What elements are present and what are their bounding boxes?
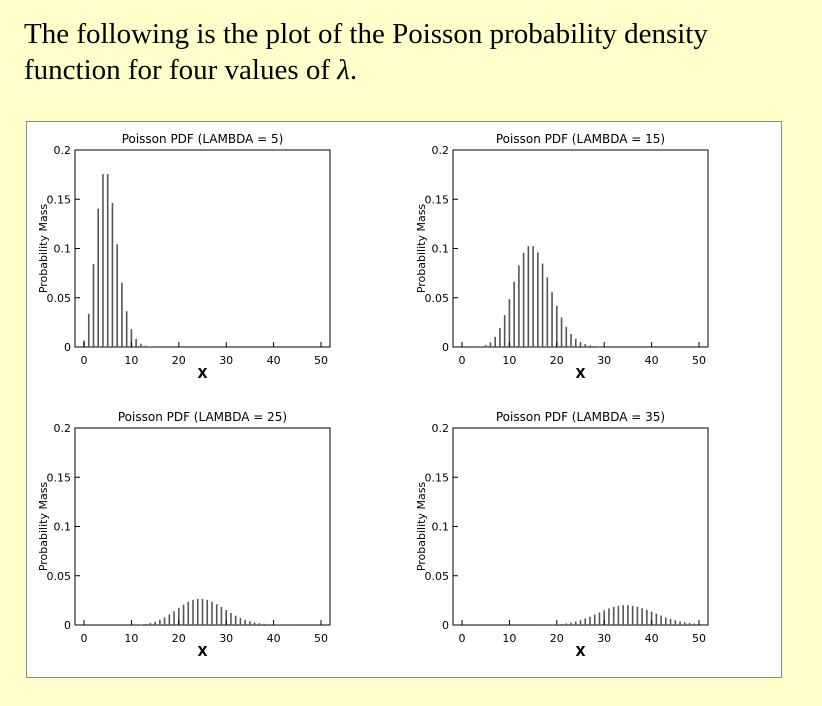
x-tick-label: 0 (459, 354, 466, 367)
x-axis-label: X (197, 645, 207, 660)
x-tick-label: 10 (124, 632, 138, 645)
chart-panel-2: 0 0.05 0.1 0.15 0.2 0 10 20 30 40 50 Poisson PDF (L… (415, 132, 709, 382)
y-tick-label: 0.15 (47, 471, 72, 484)
chart-panel-4: 0 0.05 0.1 0.15 0.2 0 10 20 30 40 50 Poisson PDF (L… (415, 410, 709, 660)
x-tick-label: 40 (267, 632, 281, 645)
y-tick-label: 0.2 (54, 144, 72, 157)
x-tick-label: 10 (502, 354, 516, 367)
poisson-figure: 0 0.05 0.1 0.15 0.2 0 10 20 30 40 50 Poisson PDF (L… (26, 121, 782, 678)
x-axis-label: X (197, 367, 207, 382)
y-axis-label: Probability Mass (37, 482, 50, 572)
x-tick-label: 0 (81, 354, 88, 367)
y-axis-label: Probability Mass (37, 204, 50, 294)
x-tick-label: 50 (314, 632, 328, 645)
x-axis-label: X (575, 367, 585, 382)
y-tick-label: 0 (442, 619, 449, 632)
x-tick-label: 20 (172, 354, 186, 367)
plot-frame (74, 427, 331, 626)
y-tick-label: 0.05 (425, 292, 450, 305)
x-tick-label: 30 (597, 632, 611, 645)
y-tick-label: 0.2 (54, 422, 72, 435)
plot-frame (452, 149, 709, 348)
y-tick-label: 0.05 (47, 292, 72, 305)
chart-panel-3: 0 0.05 0.1 0.15 0.2 0 10 20 30 40 50 Poisson PDF (L… (37, 410, 331, 660)
intro-line-1: The following is the plot of the Poisson… (24, 18, 708, 50)
plot-frame (74, 149, 331, 348)
x-axis-label: X (575, 645, 585, 660)
y-tick-label: 0 (64, 341, 71, 354)
chart-panel-1: 0 0.05 0.1 0.15 0.2 0 10 20 30 40 50 Poisson PDF (L… (37, 132, 331, 382)
x-tick-label: 50 (314, 354, 328, 367)
x-tick-label: 20 (550, 632, 564, 645)
chart-title: Poisson PDF (LAMBDA = 5) (122, 132, 284, 146)
x-tick-label: 0 (459, 632, 466, 645)
intro-line-2-suffix: . (349, 54, 358, 86)
y-tick-label: 0.15 (425, 193, 450, 206)
x-tick-label: 40 (267, 354, 281, 367)
x-tick-label: 30 (219, 632, 233, 645)
x-tick-label: 0 (81, 632, 88, 645)
lambda-symbol: λ (337, 54, 350, 86)
poisson-plots-svg: 0 0.05 0.1 0.15 0.2 0 10 20 30 40 50 Poisson PDF (L… (37, 132, 709, 660)
y-tick-label: 0 (442, 341, 449, 354)
chart-title: Poisson PDF (LAMBDA = 35) (496, 410, 665, 424)
y-tick-label: 0.15 (425, 471, 450, 484)
y-axis-label: Probability Mass (415, 204, 428, 294)
x-tick-label: 50 (692, 632, 706, 645)
x-tick-label: 40 (645, 632, 659, 645)
y-tick-label: 0.15 (47, 193, 72, 206)
y-tick-label: 0 (64, 619, 71, 632)
x-tick-label: 50 (692, 354, 706, 367)
x-tick-label: 10 (502, 632, 516, 645)
x-tick-label: 30 (219, 354, 233, 367)
chart-title: Poisson PDF (LAMBDA = 15) (496, 132, 665, 146)
y-tick-label: 0.2 (432, 144, 450, 157)
x-tick-label: 40 (645, 354, 659, 367)
x-tick-label: 20 (550, 354, 564, 367)
y-tick-label: 0.1 (54, 521, 72, 534)
x-tick-label: 10 (124, 354, 138, 367)
intro-line-2-prefix: function for four values of (24, 54, 338, 86)
chart-title: Poisson PDF (LAMBDA = 25) (118, 410, 287, 424)
y-axis-label: Probability Mass (415, 482, 428, 572)
y-tick-label: 0.05 (47, 570, 72, 583)
y-tick-label: 0.1 (432, 521, 450, 534)
intro-text: The following is the plot of the Poisson… (24, 16, 804, 88)
y-tick-label: 0.2 (432, 422, 450, 435)
y-tick-label: 0.1 (54, 243, 72, 256)
y-tick-label: 0.1 (432, 243, 450, 256)
x-tick-label: 20 (172, 632, 186, 645)
plot-frame (452, 427, 709, 626)
x-tick-label: 30 (597, 354, 611, 367)
y-tick-label: 0.05 (425, 570, 450, 583)
